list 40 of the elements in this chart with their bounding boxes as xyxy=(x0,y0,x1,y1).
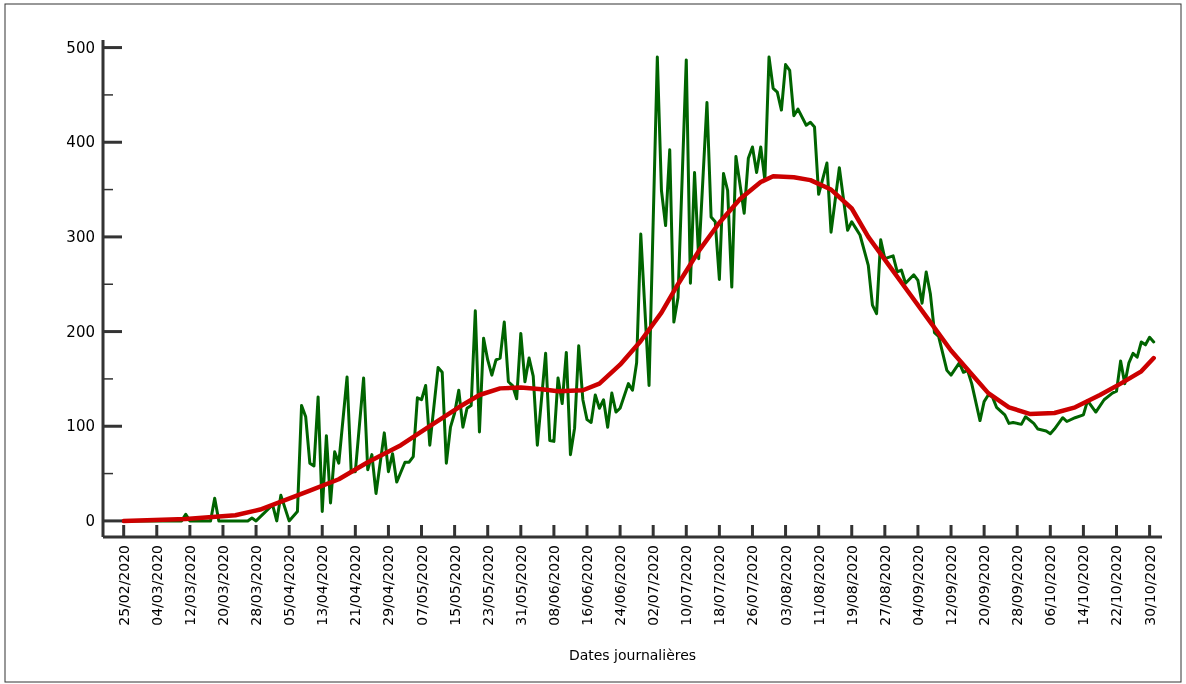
x-tick-label: 10/07/2020 xyxy=(678,545,695,626)
x-tick-label: 07/05/2020 xyxy=(413,545,430,626)
x-tick-label: 20/09/2020 xyxy=(976,545,993,626)
x-tick-label: 04/03/2020 xyxy=(148,545,165,626)
x-tick-label: 29/04/2020 xyxy=(380,545,397,626)
x-tick-label: 24/06/2020 xyxy=(612,545,629,626)
y-tick-label: 300 xyxy=(66,227,95,246)
x-tick-label: 21/04/2020 xyxy=(347,545,364,626)
x-tick-label: 30/10/2020 xyxy=(1141,545,1158,626)
x-tick-label: 14/10/2020 xyxy=(1075,545,1092,626)
x-tick-label: 04/09/2020 xyxy=(909,545,926,626)
y-tick-label: 0 xyxy=(85,511,95,530)
y-tick-label: 500 xyxy=(66,38,95,57)
x-tick-label: 23/05/2020 xyxy=(479,545,496,626)
line-series xyxy=(121,174,1156,524)
x-tick-label: 28/09/2020 xyxy=(1009,545,1026,626)
x-tick-label: 11/08/2020 xyxy=(810,545,827,626)
y-tick-label: 100 xyxy=(66,417,95,436)
x-tick-label: 05/04/2020 xyxy=(281,545,298,626)
x-tick-label: 18/07/2020 xyxy=(711,545,728,626)
x-tick-label: 19/08/2020 xyxy=(843,545,860,626)
x-tick-label: 06/10/2020 xyxy=(1042,545,1059,626)
x-axis-title: Dates journalières xyxy=(568,647,697,663)
y-tick-label: 200 xyxy=(66,322,95,341)
x-tick-label: 15/05/2020 xyxy=(446,545,463,626)
x-tick-label: 31/05/2020 xyxy=(512,545,529,626)
x-tick-label: 16/06/2020 xyxy=(579,545,595,626)
x-tick-label: 12/09/2020 xyxy=(943,545,960,626)
x-tick-label: 13/04/2020 xyxy=(314,545,331,626)
x-tick-label: 25/02/2020 xyxy=(115,545,132,626)
x-tick-label: 12/03/2020 xyxy=(181,545,198,626)
x-tick-label: 20/03/2020 xyxy=(214,545,231,626)
y-tick-label: 400 xyxy=(66,133,95,152)
x-tick-label: 28/03/2020 xyxy=(248,545,265,626)
x-tick-label: 08/06/2020 xyxy=(545,545,562,626)
x-tick-label: 27/08/2020 xyxy=(876,545,893,626)
x-tick-label: 03/08/2020 xyxy=(777,545,794,626)
x-tick-label: 02/07/2020 xyxy=(645,545,662,626)
x-tick-label: 26/07/2020 xyxy=(744,545,761,626)
x-tick-label: 22/10/2020 xyxy=(1108,545,1125,626)
